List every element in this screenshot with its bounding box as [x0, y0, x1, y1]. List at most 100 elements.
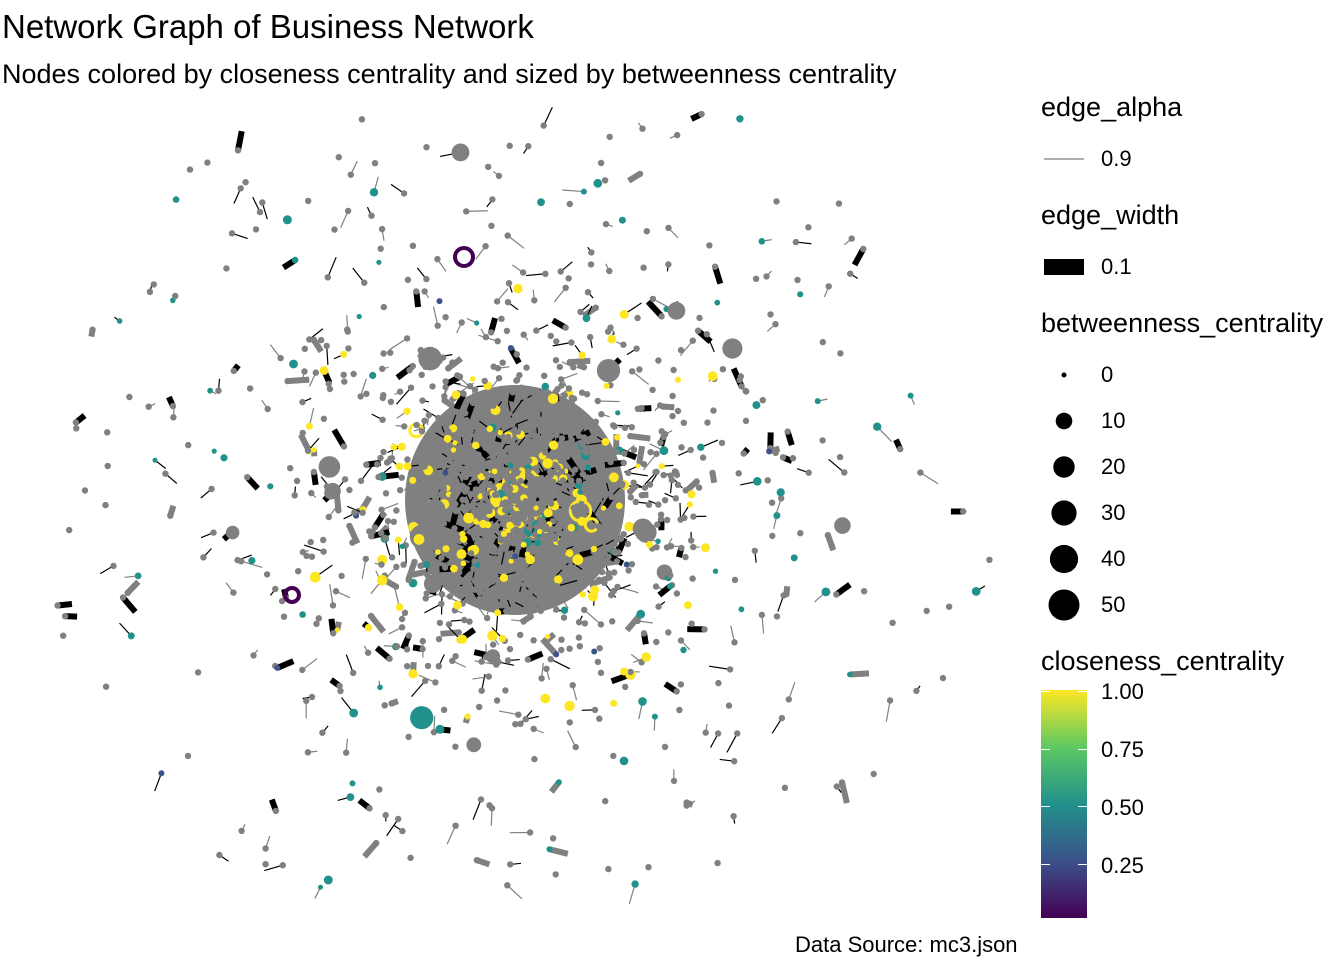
node	[400, 561, 407, 568]
node	[434, 255, 441, 263]
node	[329, 602, 337, 609]
node	[350, 669, 357, 677]
node	[445, 621, 453, 628]
node	[572, 466, 579, 473]
node	[494, 338, 501, 345]
node	[913, 687, 920, 695]
node	[446, 454, 454, 461]
node	[886, 697, 894, 704]
node	[520, 331, 527, 338]
node	[246, 385, 254, 392]
node	[492, 459, 499, 466]
node	[367, 612, 375, 620]
node	[560, 547, 567, 554]
node	[525, 467, 532, 475]
node	[655, 357, 662, 364]
node	[364, 623, 373, 632]
node	[572, 743, 579, 751]
legend-betweenness-key	[1055, 412, 1073, 430]
node	[318, 456, 341, 478]
node	[527, 415, 534, 422]
node	[476, 595, 483, 602]
node	[587, 261, 595, 268]
node	[357, 393, 364, 400]
node	[625, 567, 632, 574]
node	[299, 429, 306, 437]
node	[430, 502, 437, 510]
node	[483, 550, 490, 558]
node	[526, 509, 533, 517]
node	[513, 376, 521, 384]
node	[343, 749, 350, 756]
node	[534, 438, 542, 445]
node	[534, 539, 542, 547]
node	[491, 587, 498, 594]
node	[584, 474, 591, 481]
node	[395, 462, 404, 471]
node	[586, 537, 593, 544]
edge	[327, 256, 337, 278]
node	[404, 663, 411, 670]
legend-betweenness-row-40: 40	[1041, 544, 1125, 574]
node	[541, 372, 548, 379]
node	[405, 576, 412, 584]
node	[547, 497, 554, 504]
node	[482, 243, 489, 250]
node	[404, 456, 411, 463]
node	[375, 473, 382, 481]
node	[401, 609, 409, 616]
node	[531, 755, 538, 763]
node	[438, 554, 445, 562]
node	[424, 499, 446, 520]
legend-betweenness-title: betweenness_centrality	[1041, 308, 1324, 338]
node	[627, 494, 634, 501]
node	[609, 618, 616, 625]
node	[546, 482, 553, 489]
node	[633, 345, 640, 352]
node	[504, 299, 512, 306]
node	[731, 639, 738, 646]
node	[554, 575, 563, 584]
node	[248, 557, 256, 565]
node	[524, 656, 532, 663]
node	[455, 460, 463, 467]
node	[653, 638, 660, 646]
node	[393, 643, 401, 650]
node	[678, 444, 685, 451]
node	[632, 518, 654, 539]
node	[737, 373, 744, 380]
node	[605, 553, 612, 560]
node	[575, 481, 583, 490]
node	[490, 641, 497, 648]
node	[674, 407, 682, 415]
node	[483, 653, 490, 661]
node	[335, 507, 342, 514]
node	[452, 743, 459, 750]
node	[598, 477, 605, 484]
node	[792, 238, 800, 246]
node	[61, 613, 69, 620]
node	[493, 298, 501, 305]
node	[687, 490, 696, 499]
node	[349, 780, 356, 787]
node	[448, 464, 456, 471]
node	[208, 485, 215, 493]
node	[453, 408, 461, 416]
node	[378, 225, 386, 233]
node	[526, 525, 533, 532]
node	[403, 335, 411, 342]
node	[264, 405, 271, 413]
node	[456, 569, 463, 576]
node	[612, 448, 620, 456]
chart-caption: Data Source: mc3.json	[795, 932, 1018, 957]
node	[380, 448, 387, 456]
node	[340, 443, 348, 450]
node	[560, 522, 568, 529]
node	[487, 630, 498, 641]
node	[575, 619, 583, 626]
node	[627, 668, 634, 676]
node	[350, 370, 357, 378]
node	[378, 506, 385, 513]
node	[542, 638, 549, 645]
node	[474, 468, 481, 475]
